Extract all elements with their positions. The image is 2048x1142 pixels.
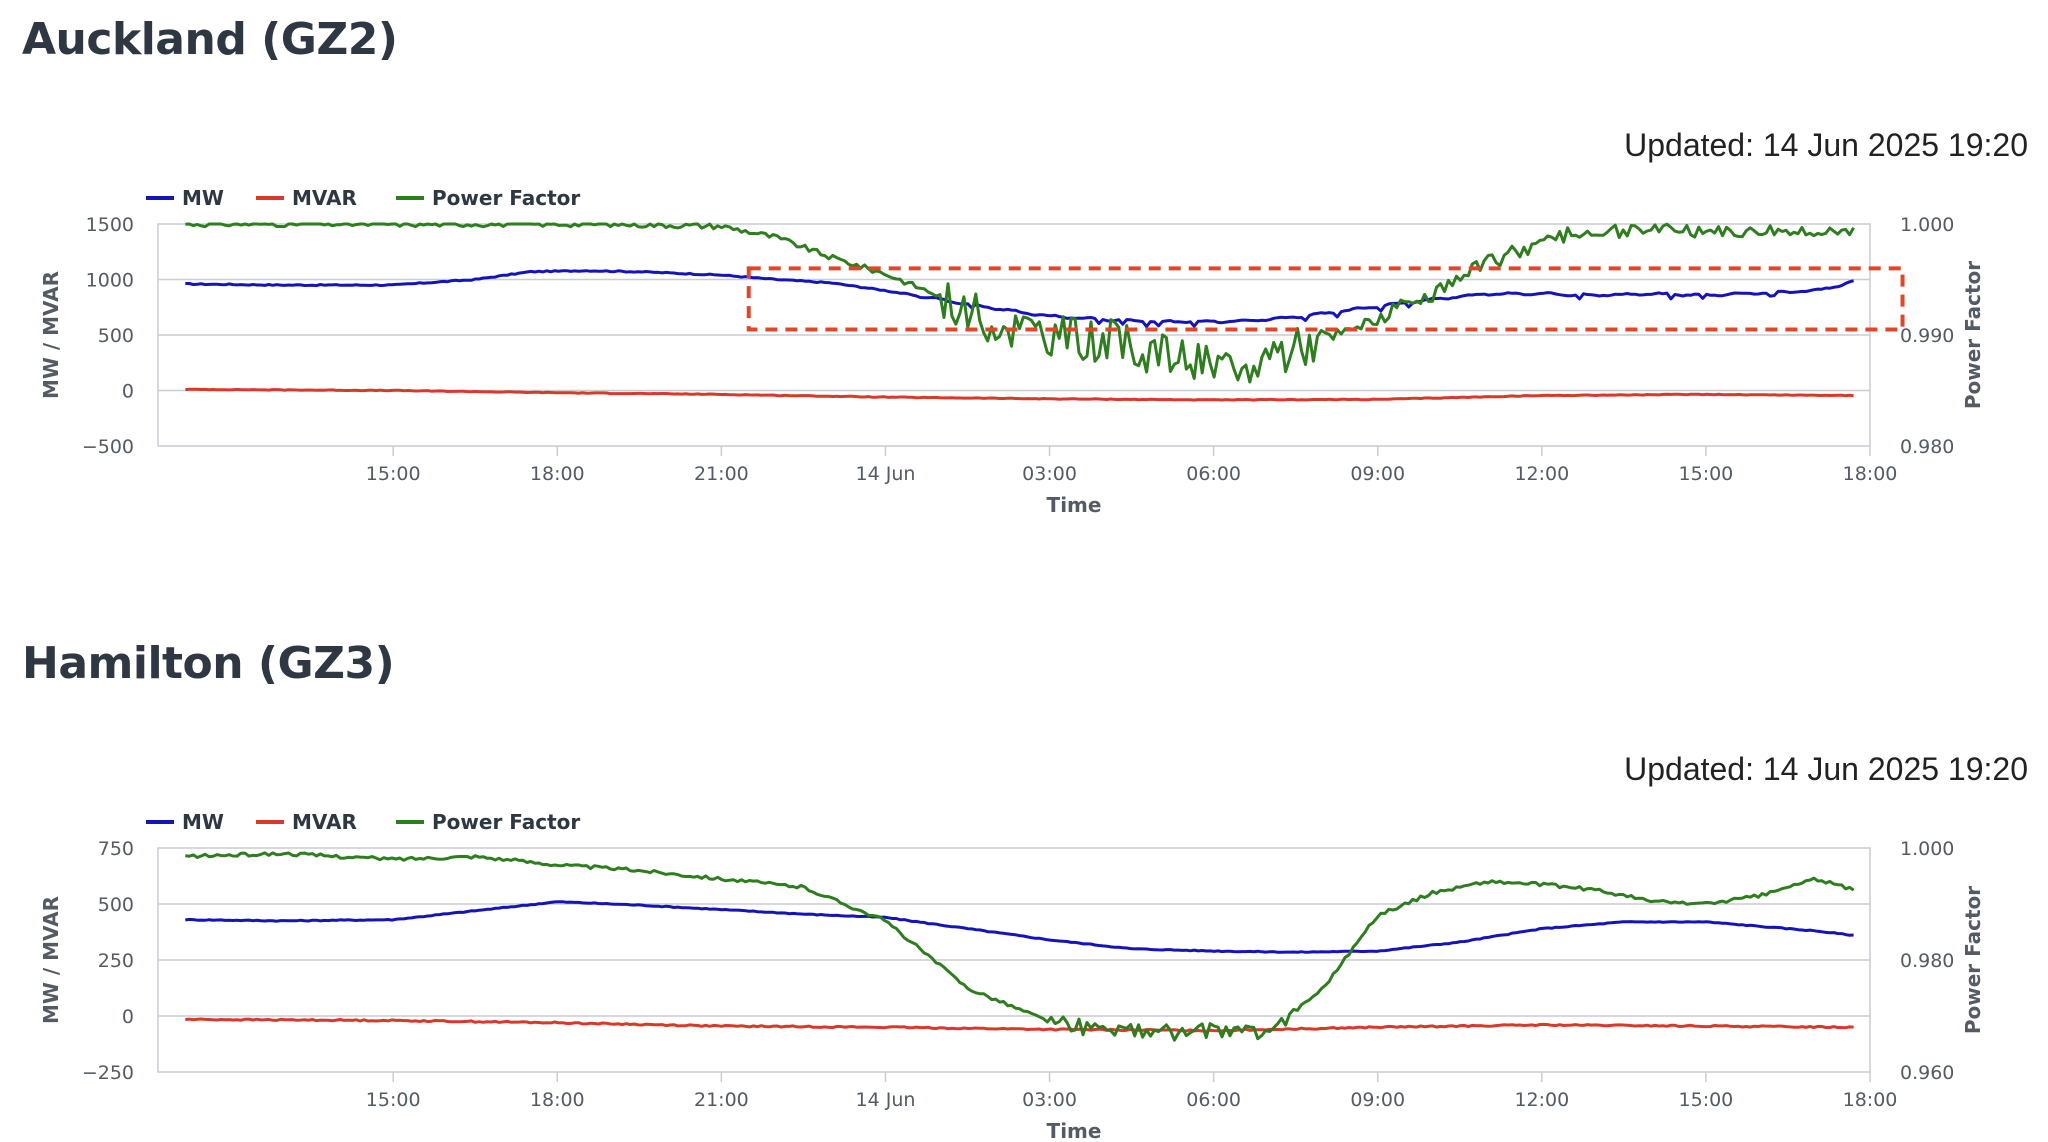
x-tick-label: 18:00 [1843, 463, 1898, 485]
x-axis-title: Time [1047, 493, 1102, 517]
x-tick-label: 06:00 [1186, 1089, 1241, 1111]
legend-item-power-factor[interactable]: Power Factor [396, 810, 580, 834]
legend-item-power-factor[interactable]: Power Factor [396, 186, 580, 210]
y-axis-title: MW / MVAR [39, 896, 63, 1024]
y-tick-label: 750 [98, 838, 134, 860]
x-tick-label: 18:00 [530, 1089, 585, 1111]
x-tick-label: 21:00 [694, 1089, 749, 1111]
legend-label: MVAR [292, 810, 357, 834]
y2-tick-label: 1.000 [1900, 838, 1954, 860]
legend-label: Power Factor [432, 810, 580, 834]
x-tick-label: 03:00 [1022, 463, 1077, 485]
x-tick-label: 14 Jun [856, 1089, 916, 1111]
y-tick-label: −250 [82, 1062, 134, 1084]
series-line-mw [185, 900, 1854, 954]
y2-axis-title: Power Factor [1961, 886, 1985, 1034]
y2-tick-label: 0.980 [1900, 950, 1954, 972]
x-tick-label: 06:00 [1186, 463, 1241, 485]
updated-timestamp: Updated: 14 Jun 2025 19:20 [1624, 127, 2028, 163]
legend-item-mw[interactable]: MW [146, 810, 224, 834]
series-line-mvar [185, 387, 1854, 402]
y2-tick-label: 0.990 [1900, 325, 1954, 347]
legend-label: MVAR [292, 186, 357, 210]
chart-panel-auckland: Auckland (GZ2) Updated: 14 Jun 2025 19:2… [0, 0, 2048, 560]
y2-tick-label: 0.960 [1900, 1062, 1954, 1084]
series-line-power-factor [185, 222, 1855, 384]
updated-timestamp: Updated: 14 Jun 2025 19:20 [1624, 751, 2028, 787]
y-tick-label: 0 [122, 381, 134, 403]
series-line-mw [185, 269, 1854, 329]
x-tick-label: 21:00 [694, 463, 749, 485]
series-line-mvar [185, 1017, 1854, 1033]
x-tick-label: 03:00 [1022, 1089, 1077, 1111]
legend-item-mvar[interactable]: MVAR [256, 186, 357, 210]
y-tick-label: −500 [82, 436, 134, 458]
power-chart-auckland: 1500 1000 500 0 −500 1.000 0.990 0.980 15:00 18:0… [39, 186, 1985, 517]
y-tick-label: 500 [98, 325, 134, 347]
x-tick-label: 15:00 [1679, 1089, 1734, 1111]
x-tick-label: 15:00 [1679, 463, 1734, 485]
x-tick-label: 09:00 [1350, 1089, 1405, 1111]
legend-label: MW [182, 186, 224, 210]
y-axis-title: MW / MVAR [39, 271, 63, 399]
x-tick-label: 18:00 [530, 463, 585, 485]
legend-item-mw[interactable]: MW [146, 186, 224, 210]
highlight-box [746, 266, 1905, 332]
x-tick-label: 15:00 [366, 1089, 421, 1111]
y-tick-label: 0 [122, 1006, 134, 1028]
y-tick-label: 250 [98, 950, 134, 972]
panel-title: Auckland (GZ2) [22, 14, 398, 65]
panel-title: Hamilton (GZ3) [22, 638, 395, 689]
power-chart-hamilton: 750 500 250 0 −250 1.000 0.980 0.960 15:00 18:00 2… [39, 810, 1985, 1142]
legend-item-mvar[interactable]: MVAR [256, 810, 357, 834]
legend-label: Power Factor [432, 186, 580, 210]
y2-tick-label: 0.980 [1900, 436, 1954, 458]
x-tick-label: 14 Jun [856, 463, 916, 485]
y-tick-label: 1500 [86, 214, 134, 236]
x-tick-label: 15:00 [366, 463, 421, 485]
x-tick-label: 12:00 [1514, 1089, 1569, 1111]
chart-panel-hamilton: Hamilton (GZ3) Updated: 14 Jun 2025 19:2… [0, 626, 2048, 1142]
x-tick-label: 18:00 [1843, 1089, 1898, 1111]
x-axis-title: Time [1047, 1119, 1102, 1142]
y-tick-label: 1000 [86, 270, 134, 292]
series-line-power-factor [185, 851, 1855, 1042]
y2-axis-title: Power Factor [1961, 261, 1985, 409]
y-tick-label: 500 [98, 894, 134, 916]
legend-label: MW [182, 810, 224, 834]
x-tick-label: 09:00 [1350, 463, 1405, 485]
x-tick-label: 12:00 [1514, 463, 1569, 485]
y2-tick-label: 1.000 [1900, 214, 1954, 236]
